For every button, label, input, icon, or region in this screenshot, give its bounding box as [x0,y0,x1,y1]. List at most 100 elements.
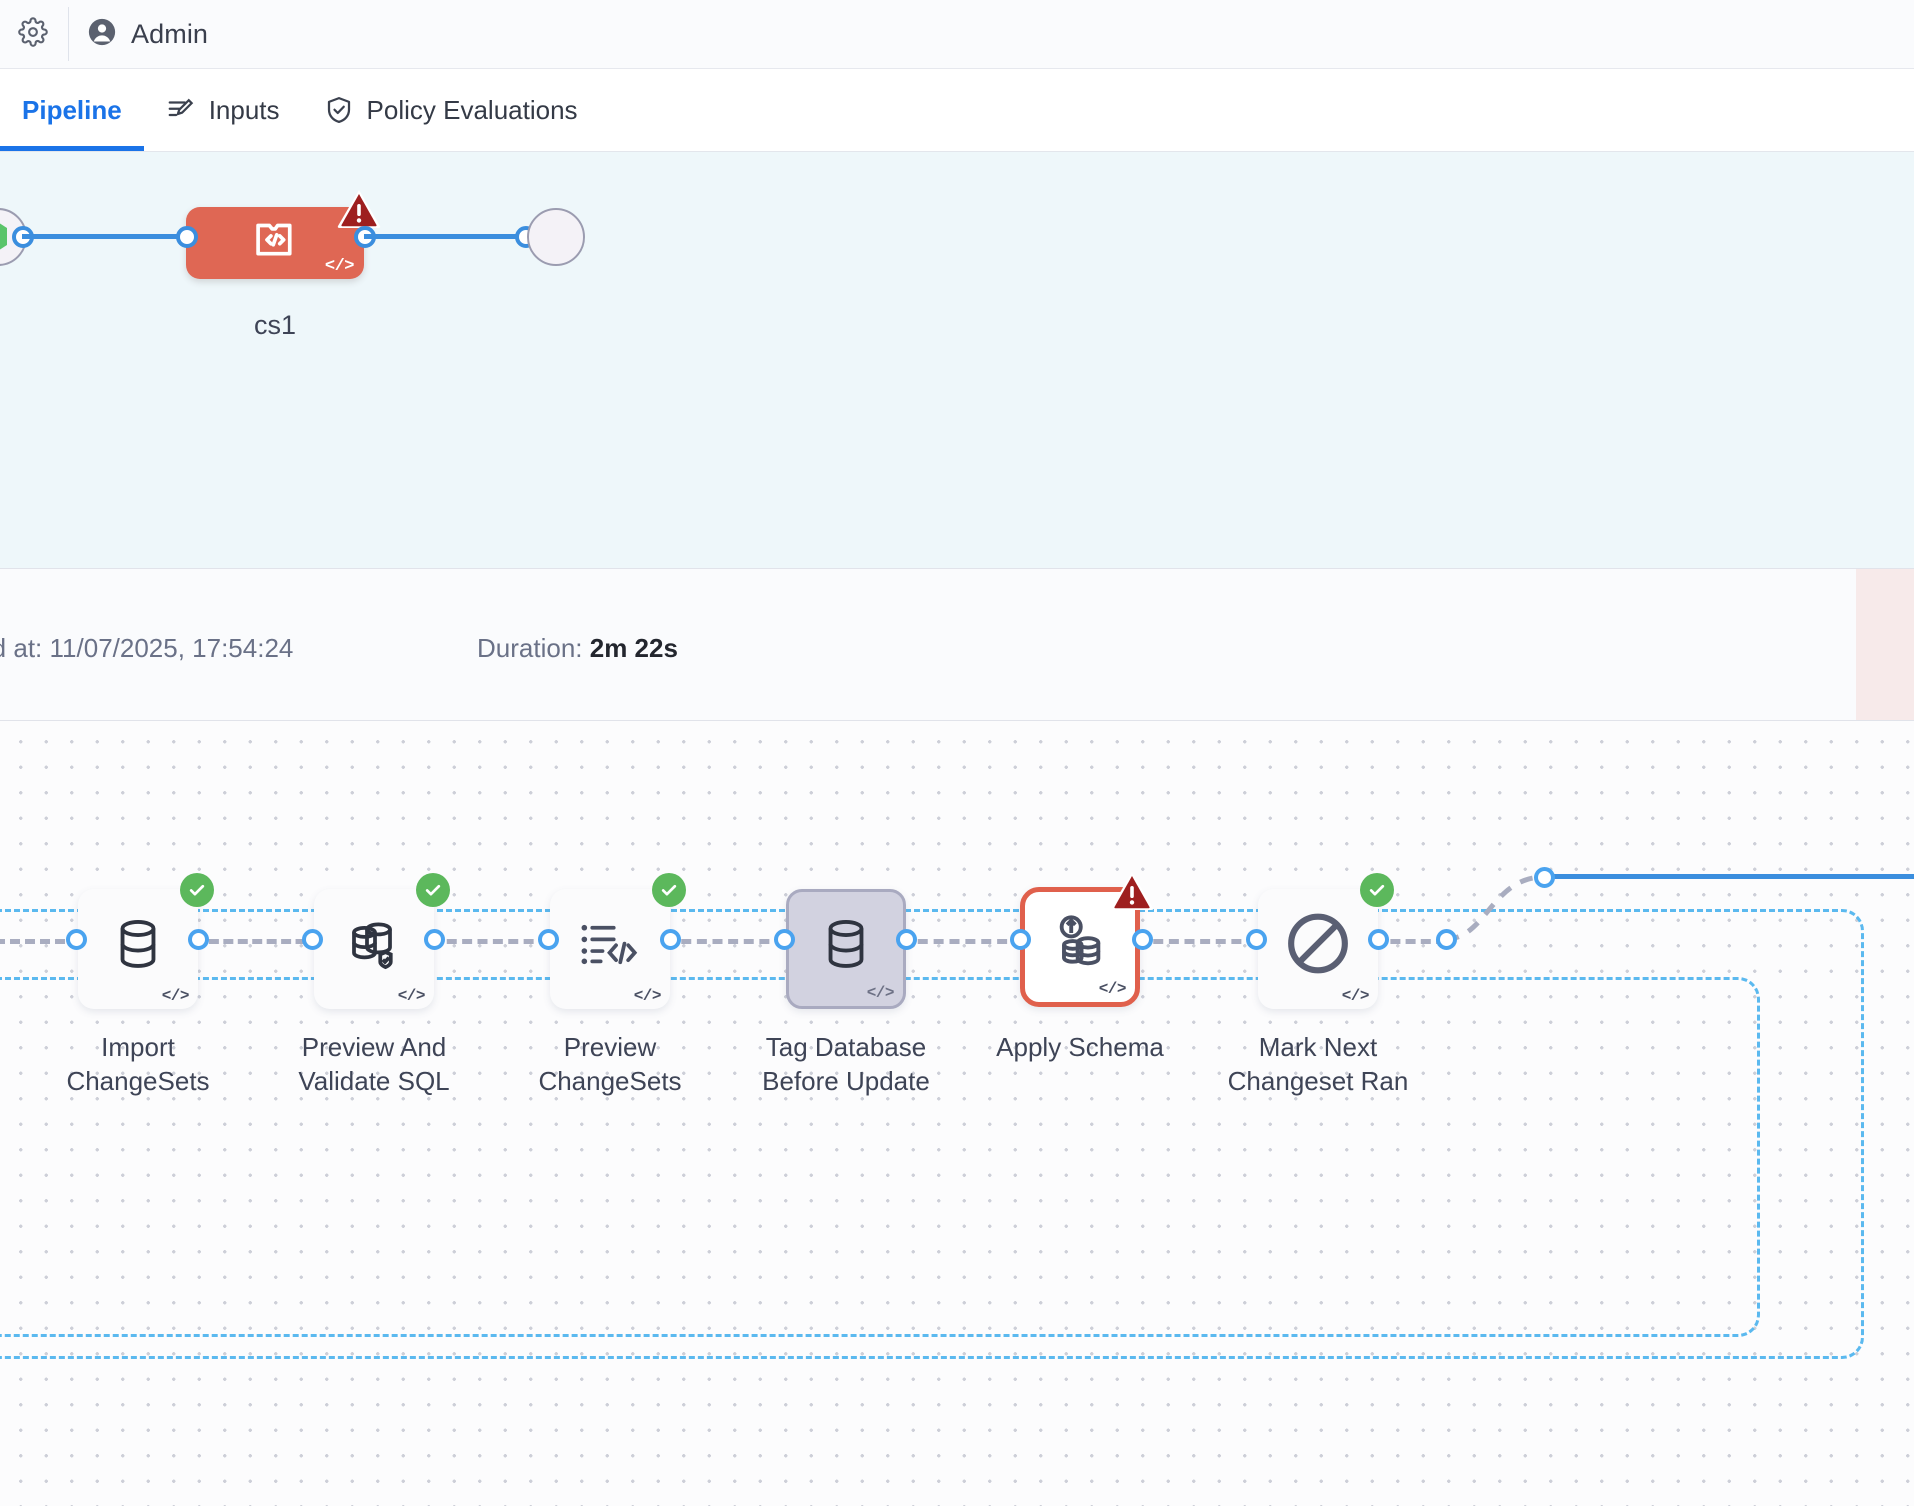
edge-exit-curve [1445,874,1545,942]
node-label-line1: Tag Database [765,1032,927,1062]
tab-inputs[interactable]: Inputs [144,69,302,151]
top-bar: Admin [0,0,1914,68]
account-circle-icon [87,17,117,52]
tab-policy-evaluations-label: Policy Evaluations [366,94,578,125]
tag-database-input-port[interactable] [774,929,795,950]
node-code-marker: </> [161,987,190,1005]
settings-button[interactable] [10,11,56,57]
edge-mark-to-exit [1360,939,1446,944]
pipeline-stage-cs1-label: cs1 [253,310,297,340]
database-upload-icon [1049,911,1111,978]
gear-icon [18,16,48,52]
import-changesets-input-port[interactable] [66,929,87,950]
edge-into-import [0,939,80,944]
graph-node-preview-changesets-label: Preview ChangeSets [490,1030,730,1099]
node-label-line1: Import [101,1032,175,1062]
stage-graph-canvas[interactable]: </> Import ChangeSets </> Pre [0,721,1914,1506]
node-label-line2: ChangeSets [538,1066,682,1097]
apply-schema-output-port[interactable] [1132,929,1153,950]
edge-to-next-stage [1548,874,1914,879]
block-icon [1283,909,1353,984]
status-success-icon [1360,873,1394,907]
graph-node-import-changesets[interactable]: </> [78,873,214,1009]
graph-node-tag-database-before-update[interactable]: </> [786,889,906,1009]
graph-node-tag-database-before-update-label: Tag Database Before Update [726,1030,966,1099]
next-stage-input-port[interactable] [1534,867,1555,888]
warning-triangle-icon [336,188,382,235]
edge-cs1-to-end [364,234,524,239]
shield-check-icon [324,95,354,125]
started-at-field: ted at: 11/07/2025, 17:54:24 [0,633,293,664]
node-code-marker: </> [1098,980,1127,998]
node-label-line2: Validate SQL [298,1066,450,1097]
started-at-label: ted at: [0,633,43,663]
cs1-code-marker: </> [324,257,355,276]
code-folder-icon [249,213,301,270]
node-label-line1: Preview And [301,1032,447,1062]
user-menu[interactable]: Admin [87,17,208,52]
graph-node-mark-next-changeset-ran[interactable]: </> [1258,873,1394,1009]
node-code-marker: </> [1341,987,1370,1005]
graph-node-import-changesets-label: Import ChangeSets [18,1030,258,1099]
warning-triangle-icon [1109,870,1155,917]
preview-and-validate-sql-input-port[interactable] [302,929,323,950]
tab-pipeline[interactable]: Pipeline [0,69,144,151]
database-icon [817,915,875,978]
duration-field: Duration: 2m 22s [477,633,678,664]
node-label-line1: Preview [563,1032,657,1062]
tab-pipeline-label: Pipeline [22,94,122,125]
duration-label: Duration: [477,633,583,663]
node-label-line2: Changeset Ran [1227,1066,1409,1097]
node-label-line1: Mark Next [1258,1032,1378,1062]
graph-node-preview-changesets[interactable]: </> [550,873,686,1009]
status-error-strip [1856,569,1914,720]
node-label-line1: Apply Schema [996,1032,1164,1062]
status-success-icon [652,873,686,907]
apply-schema-input-port[interactable] [1010,929,1031,950]
mark-next-changeset-ran-output-port[interactable] [1368,929,1389,950]
started-at-value: 11/07/2025, 17:54:24 [49,633,294,663]
database-check-icon [344,914,404,979]
graph-node-preview-and-validate-sql-label: Preview And Validate SQL [254,1030,494,1099]
graph-node-apply-schema-label: Apply Schema [960,1030,1200,1064]
cs1-input-port[interactable] [176,226,198,248]
edge-apply-to-mark [1122,939,1257,944]
status-success-icon [180,873,214,907]
tab-inputs-label: Inputs [208,94,280,125]
tab-bar: Pipeline Inputs Policy Evaluations [0,68,1914,152]
edge-preview-validate-to-preview [416,939,549,944]
graph-node-mark-next-changeset-ran-label: Mark Next Changeset Ran [1198,1030,1438,1099]
pipeline-end-node[interactable] [527,208,585,266]
play-icon [0,219,7,254]
preview-changesets-output-port[interactable] [660,929,681,950]
edge-tag-to-apply [886,939,1023,944]
inputs-icon [166,95,196,125]
node-label-line2: Before Update [762,1066,930,1097]
duration-value: 2m 22s [589,633,678,663]
pipeline-canvas[interactable]: </> cs1 [0,152,1914,568]
database-icon [109,915,167,978]
node-label-line2: ChangeSets [66,1066,210,1097]
node-code-marker: </> [397,987,426,1005]
tag-database-output-port[interactable] [896,929,917,950]
edge-start-to-cs1 [22,234,187,239]
status-success-icon [416,873,450,907]
group-container-outer [0,909,1864,1359]
preview-and-validate-sql-output-port[interactable] [424,929,445,950]
edge-preview-to-tag [650,939,785,944]
node-code-marker: </> [633,987,662,1005]
graph-node-apply-schema[interactable]: </> [1020,872,1154,1007]
preview-changesets-input-port[interactable] [538,929,559,950]
list-code-icon [577,916,643,977]
pipeline-stage-cs1[interactable]: </> [186,190,381,279]
node-code-marker: </> [866,984,895,1002]
exit-port[interactable] [1436,929,1457,950]
import-changesets-output-port[interactable] [188,929,209,950]
tab-policy-evaluations[interactable]: Policy Evaluations [302,69,600,151]
user-name-label: Admin [131,18,209,49]
edge-import-to-preview-validate [180,939,320,944]
mark-next-changeset-ran-input-port[interactable] [1246,929,1267,950]
run-status-bar: ted at: 11/07/2025, 17:54:24 Duration: 2… [0,568,1914,721]
graph-node-preview-and-validate-sql[interactable]: </> [314,873,450,1009]
toolbar-divider [68,7,69,61]
